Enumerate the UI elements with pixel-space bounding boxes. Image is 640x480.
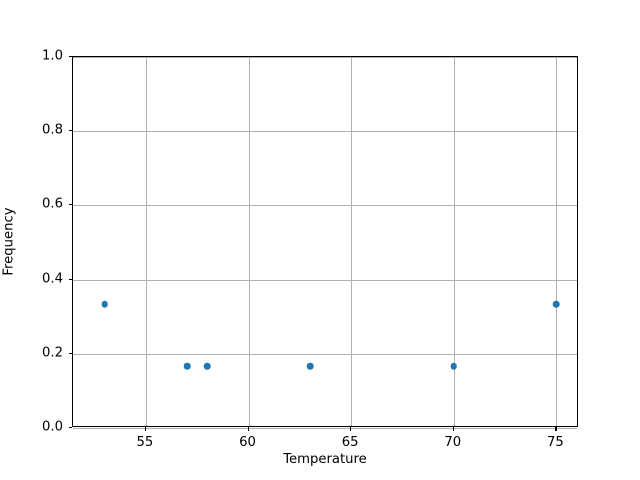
- y-axis-tick-label: 0.2: [42, 345, 63, 361]
- x-axis-tick: [555, 427, 557, 431]
- x-axis-tick-label: 70: [444, 435, 462, 450]
- x-axis-tick-label: 75: [547, 435, 564, 450]
- data-point: [450, 362, 458, 370]
- y-axis-tick-label: 0.6: [42, 196, 63, 212]
- gridline-vertical: [556, 57, 558, 426]
- x-axis-tick-label: 60: [239, 435, 256, 450]
- x-axis-label-text: Temperature: [283, 452, 367, 467]
- gridline-vertical: [453, 57, 455, 426]
- gridline-horizontal: [73, 205, 577, 207]
- data-point: [183, 362, 191, 370]
- y-axis-tick: [68, 427, 72, 429]
- y-axis-tick: [68, 204, 72, 206]
- plot-axes-area: [72, 56, 578, 429]
- x-axis-tick-label: 55: [136, 435, 154, 450]
- y-axis-tick-label: 0.8: [42, 122, 63, 138]
- y-axis-tick-label: 0.4: [42, 271, 63, 287]
- data-point: [101, 301, 109, 308]
- y-axis-tick: [68, 352, 72, 354]
- data-point: [553, 301, 560, 308]
- data-point: [204, 362, 211, 370]
- x-axis-label: Temperature: [72, 452, 578, 467]
- x-axis-tick-label: 65: [341, 435, 359, 450]
- gridline-horizontal: [73, 131, 577, 133]
- gridline-horizontal: [73, 279, 577, 281]
- y-axis-tick: [68, 56, 72, 58]
- data-point: [306, 362, 314, 370]
- y-axis-tick-label: 1.0: [42, 48, 63, 64]
- y-axis-tick-label: 0.0: [42, 419, 63, 435]
- y-axis-tick: [68, 278, 72, 280]
- gridline-horizontal: [73, 428, 577, 429]
- gridline-horizontal: [73, 353, 577, 355]
- gridline-horizontal: [73, 57, 577, 58]
- x-axis-tick: [144, 427, 146, 431]
- gridline-vertical: [248, 57, 250, 426]
- gridline-vertical: [145, 57, 147, 426]
- gridline-vertical: [351, 57, 353, 426]
- x-axis-tick: [350, 427, 352, 431]
- y-axis-tick: [68, 130, 72, 132]
- x-axis-tick: [452, 427, 454, 431]
- y-axis-label-text: Frequency: [1, 207, 17, 276]
- y-axis-label: Frequency: [0, 56, 18, 427]
- x-axis-tick: [247, 427, 249, 431]
